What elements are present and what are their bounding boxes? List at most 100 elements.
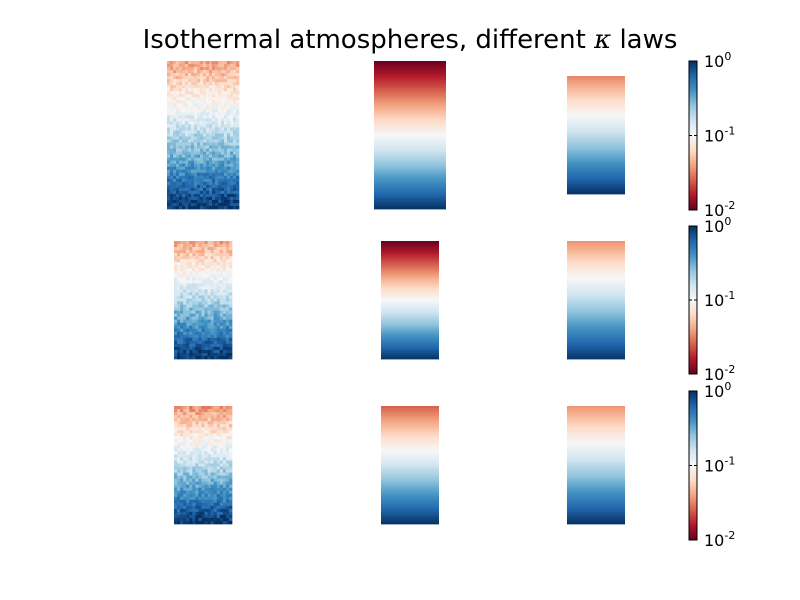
heatmap-band	[381, 484, 439, 488]
heatmap-cell	[192, 307, 196, 311]
heatmap-cell	[176, 202, 180, 207]
heatmap-cell	[228, 313, 233, 317]
heatmap-cell	[197, 127, 201, 131]
heatmap-cell	[197, 142, 201, 146]
heatmap-cell	[183, 487, 187, 492]
heatmap-cell	[192, 478, 196, 482]
heatmap-cell	[170, 193, 174, 198]
panels-layer	[167, 61, 625, 525]
heatmap-cell	[174, 409, 178, 413]
heatmap-cell	[201, 352, 205, 357]
heatmap-cell	[177, 253, 181, 257]
heatmap-cell	[236, 109, 240, 113]
heatmap-band	[567, 409, 625, 413]
heatmap-cell	[173, 145, 177, 149]
heatmap-cell	[219, 310, 224, 314]
heatmap-cell	[176, 181, 180, 186]
heatmap-cell	[192, 298, 196, 302]
heatmap-cell	[183, 469, 187, 473]
heatmap-cell	[192, 250, 196, 254]
heatmap-cell	[225, 292, 230, 296]
heatmap-cell	[236, 112, 240, 116]
heatmap-cell	[213, 259, 218, 263]
heatmap-cell	[186, 355, 190, 360]
heatmap-cell	[227, 130, 231, 134]
heatmap-band	[381, 313, 439, 317]
heatmap-cell	[191, 109, 195, 113]
heatmap-cell	[183, 307, 187, 311]
heatmap-cell	[170, 82, 174, 86]
heatmap-cell	[203, 91, 207, 95]
heatmap-band	[567, 268, 625, 271]
heatmap-cell	[182, 115, 186, 119]
heatmap-cell	[180, 487, 184, 492]
heatmap-cell	[233, 109, 237, 113]
heatmap-cell	[183, 520, 187, 525]
heatmap-cell	[179, 64, 183, 68]
heatmap-band	[381, 266, 439, 269]
heatmap-cell	[203, 73, 207, 77]
heatmap-cell	[225, 322, 230, 327]
heatmap-cell	[204, 457, 208, 461]
heatmap-cell	[197, 85, 201, 89]
heatmap-cell	[204, 469, 208, 473]
heatmap-cell	[203, 193, 207, 198]
heatmap-cell	[227, 184, 231, 189]
heatmap-band	[381, 492, 439, 495]
heatmap-cell	[186, 280, 190, 284]
heatmap-cell	[200, 106, 204, 110]
heatmap-cell	[198, 346, 202, 351]
heatmap-band	[381, 300, 439, 303]
heatmap-cell	[228, 487, 233, 492]
heatmap-band	[381, 329, 439, 332]
heatmap-cell	[176, 154, 180, 158]
heatmap-cell	[212, 109, 216, 113]
heatmap-cell	[201, 316, 205, 321]
heatmap-cell	[170, 202, 174, 207]
heatmap-cell	[186, 442, 190, 446]
heatmap-cell	[176, 91, 180, 95]
heatmap-cell	[233, 154, 237, 158]
heatmap-band	[374, 105, 446, 109]
heatmap-cell	[192, 418, 196, 422]
heatmap-cell	[221, 124, 225, 128]
heatmap-cell	[186, 322, 190, 327]
heatmap-cell	[218, 109, 222, 113]
heatmap-band	[567, 278, 625, 281]
heatmap-cell	[195, 286, 199, 290]
heatmap-band	[567, 445, 625, 448]
heatmap-cell	[173, 196, 177, 201]
heatmap-cell	[185, 178, 189, 183]
heatmap-cell	[209, 82, 213, 86]
heatmap-cell	[219, 298, 224, 302]
heatmap-cell	[201, 286, 205, 290]
heatmap-cell	[236, 178, 240, 183]
heatmap-cell	[225, 313, 230, 317]
heatmap-band	[381, 280, 439, 283]
heatmap-band	[567, 512, 625, 515]
heatmap-cell	[221, 172, 225, 177]
heatmap-cell	[225, 274, 230, 278]
heatmap-cell	[213, 331, 218, 336]
heatmap-cell	[195, 346, 199, 351]
heatmap-cell	[227, 187, 231, 192]
heatmap-cell	[176, 94, 180, 98]
heatmap-cell	[192, 493, 196, 498]
heatmap-cell	[188, 166, 192, 171]
heatmap-cell	[224, 169, 228, 174]
heatmap-cell	[218, 196, 222, 201]
heatmap-cell	[174, 427, 178, 431]
heatmap-cell	[219, 481, 224, 486]
heatmap-cell	[221, 160, 225, 165]
heatmap-cell	[225, 280, 230, 284]
heatmap-cell	[216, 421, 221, 425]
heatmap-cell	[179, 61, 183, 65]
heatmap-cell	[219, 319, 224, 324]
heatmap-cell	[222, 409, 227, 413]
heatmap-cell	[194, 148, 198, 152]
heatmap-cell	[207, 343, 211, 348]
colorbar-tick-label: 100	[704, 50, 731, 71]
heatmap-cell	[227, 85, 231, 89]
heatmap-cell	[228, 427, 233, 431]
heatmap-cell	[210, 298, 215, 302]
